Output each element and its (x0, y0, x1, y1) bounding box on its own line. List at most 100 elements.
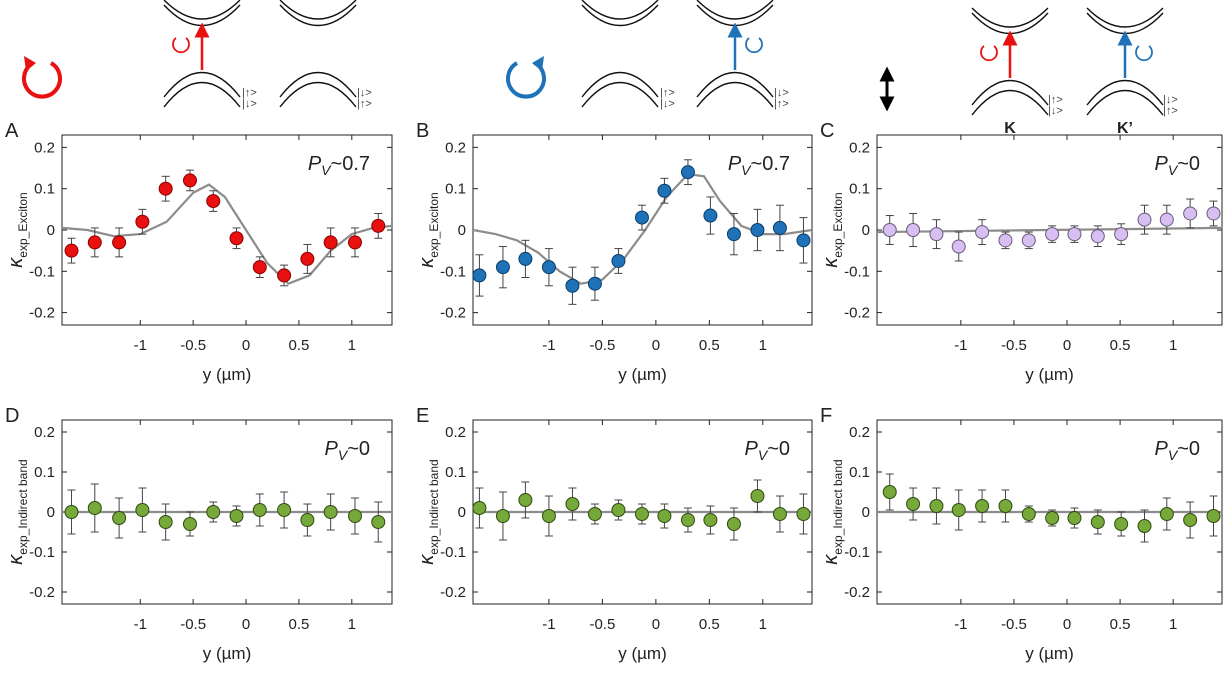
data-point (906, 497, 921, 511)
y-axis-symbol: κ (5, 554, 27, 565)
valley-label: K (1004, 120, 1016, 137)
data-point (206, 194, 221, 209)
data-point (518, 493, 533, 507)
data-point (252, 503, 267, 517)
x-tick-label: -0.5 (589, 616, 615, 633)
data-point (1067, 227, 1082, 242)
x-tick-label: 0.5 (1110, 337, 1131, 354)
x-tick-label: 1 (759, 616, 767, 633)
data-point (750, 489, 765, 503)
data-point (1159, 212, 1174, 227)
y-tick-label: -0.1 (440, 263, 466, 280)
y-tick-label: 0.1 (849, 181, 870, 198)
spin-label: |↑> (1163, 105, 1178, 117)
data-point (158, 515, 173, 529)
y-tick-label: 0.1 (34, 181, 55, 198)
polarization-icon (22, 61, 62, 99)
band-k-prime (696, 0, 774, 108)
data-point (541, 509, 556, 523)
data-point (1067, 511, 1082, 525)
y-axis-label: κexp_Indirect band (416, 459, 441, 564)
data-point (371, 515, 386, 529)
data-point (347, 235, 362, 250)
data-point (1159, 507, 1174, 521)
y-axis-label: κexp_Indirect band (5, 459, 30, 564)
transition-icon (980, 45, 998, 62)
y-tick-label: 0.2 (34, 424, 55, 441)
fit-line (61, 183, 393, 285)
x-axis-label: y (µm) (618, 644, 667, 663)
data-point (112, 235, 127, 250)
data-point (112, 511, 127, 525)
data-point (158, 181, 173, 196)
data-point (657, 183, 672, 198)
data-point (518, 251, 533, 266)
x-tick-label: 0.5 (699, 616, 720, 633)
x-tick-label: -0.5 (589, 337, 615, 354)
x-tick-label: -1 (542, 337, 555, 354)
y-tick-label: 0.1 (34, 464, 55, 481)
panel-label: C (820, 120, 834, 142)
data-point (906, 223, 921, 237)
panel: C -0.2 -0.1 0 0.1 0.2 -1 -0.5 0 0.5 1 y (µm) κexp_Ex… (820, 120, 1223, 384)
band-k (581, 0, 659, 108)
x-tick-label: 0 (652, 337, 660, 354)
panel-label: A (5, 120, 19, 142)
spin-label: |↑> (242, 87, 257, 99)
diagram: K K’ |↑> |↓> |↓> |↑> (879, 7, 1178, 137)
data-point (796, 233, 811, 248)
y-tick-label: -0.1 (844, 263, 870, 280)
data-point (796, 507, 811, 521)
data-point (929, 227, 944, 242)
y-axis-label: κexp_Exciton (5, 192, 30, 267)
panel-label: B (416, 120, 429, 142)
data-point (182, 173, 197, 188)
panel: E -0.2 -0.1 0 0.1 0.2 -1 -0.5 0 0.5 1 y (µm) κexp_In… (416, 405, 813, 663)
x-tick-label: -0.5 (1001, 337, 1027, 354)
spin-label: |↑> (357, 98, 372, 110)
x-tick-label: 0.5 (288, 616, 309, 633)
panel: F -0.2 -0.1 0 0.1 0.2 -1 -0.5 0 0.5 1 y (µm) κexp_In… (820, 405, 1223, 663)
x-tick-label: 0.5 (699, 337, 720, 354)
data-point (472, 501, 487, 515)
data-point (680, 165, 695, 180)
y-axis-subscript: exp_Indirect band (831, 459, 845, 554)
x-tick-label: -1 (954, 337, 967, 354)
x-tick-label: 0 (242, 337, 250, 354)
valley-label: K’ (1117, 120, 1133, 137)
y-tick-label: 0 (458, 222, 466, 239)
spin-label: |↑> (1048, 94, 1063, 106)
data-point (998, 499, 1013, 513)
y-tick-label: 0.1 (849, 464, 870, 481)
y-tick-label: -0.1 (29, 544, 55, 561)
annotation: PV~0.7 (728, 153, 790, 178)
data-point (587, 507, 602, 521)
data-point (472, 268, 487, 283)
spin-label: |↓> (357, 87, 372, 99)
data-point (64, 243, 79, 258)
data-point (1137, 519, 1152, 533)
x-tick-label: 0 (1063, 616, 1071, 633)
x-tick-label: -0.5 (1001, 616, 1027, 633)
y-axis-subscript: exp_Indirect band (427, 459, 441, 554)
x-tick-label: 0.5 (288, 337, 309, 354)
x-tick-label: 0 (242, 616, 250, 633)
x-tick-label: 0 (652, 616, 660, 633)
data-point (634, 210, 649, 225)
x-tick-label: -1 (542, 616, 555, 633)
transition-icon (1135, 45, 1153, 62)
data-point (135, 503, 150, 517)
data-point (135, 214, 150, 229)
x-tick-label: 1 (759, 337, 767, 354)
annotation: PV~0 (1155, 153, 1201, 178)
data-point (252, 260, 267, 275)
spin-label: |↓> (1048, 105, 1063, 117)
annotation: PV~0 (1155, 438, 1201, 463)
x-tick-label: 1 (348, 337, 356, 354)
data-point (1090, 229, 1105, 244)
y-tick-label: -0.1 (440, 544, 466, 561)
y-tick-label: -0.2 (440, 305, 466, 322)
annotation-subscript: V (321, 162, 332, 178)
transition-icon (172, 37, 190, 54)
